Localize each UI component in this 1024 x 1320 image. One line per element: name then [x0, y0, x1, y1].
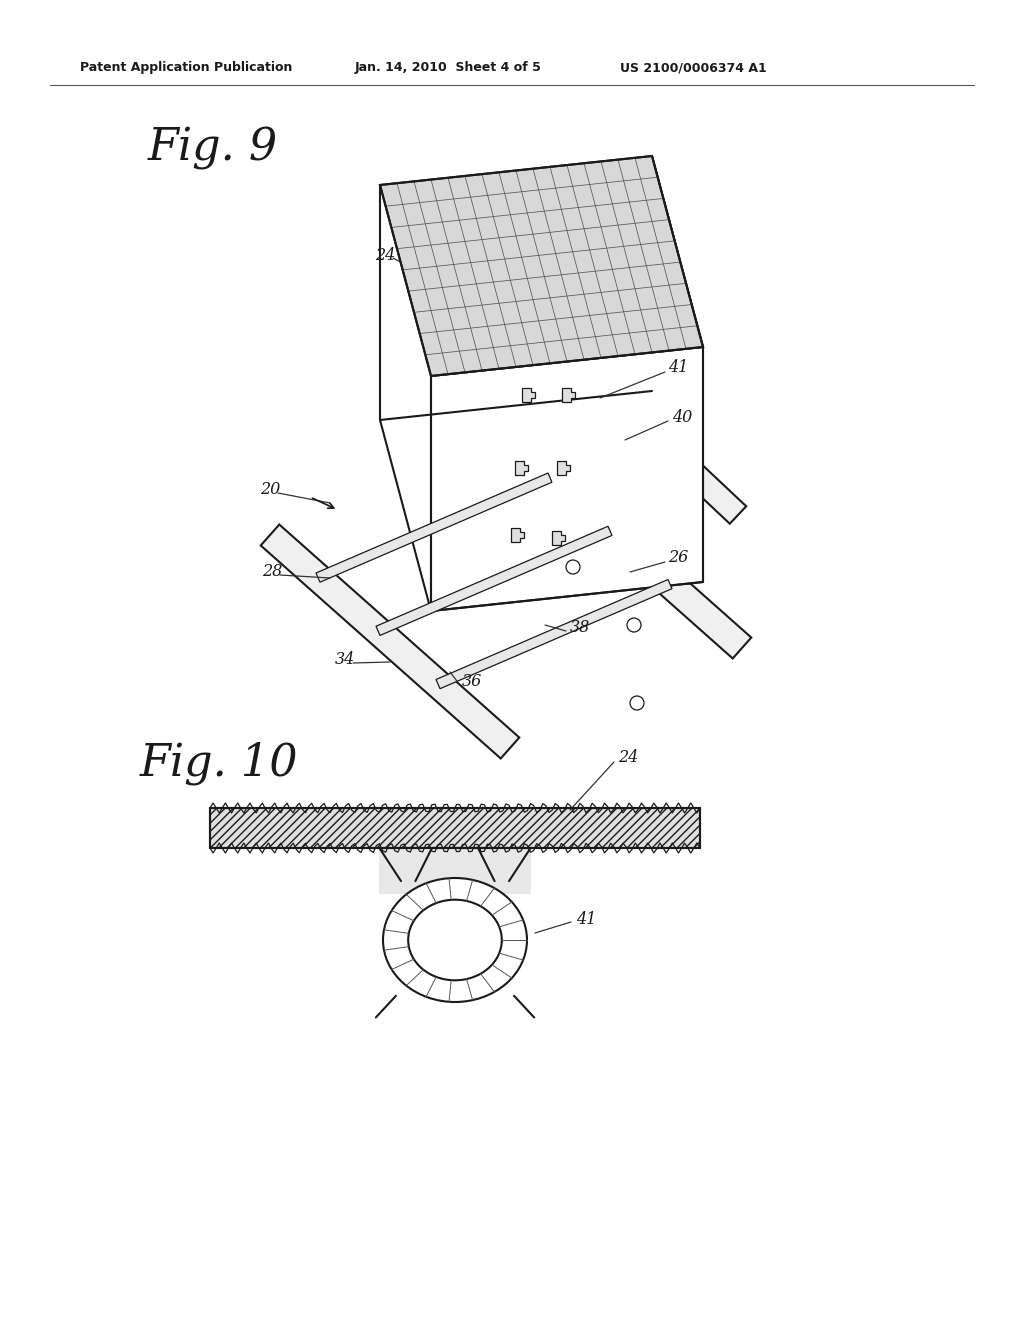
Polygon shape	[401, 875, 416, 887]
Circle shape	[566, 560, 580, 574]
Polygon shape	[316, 473, 552, 582]
Text: Patent Application Publication: Patent Application Publication	[80, 62, 293, 74]
Text: 41: 41	[575, 912, 596, 928]
Polygon shape	[376, 527, 612, 635]
Polygon shape	[522, 388, 535, 403]
Text: Jan. 14, 2010  Sheet 4 of 5: Jan. 14, 2010 Sheet 4 of 5	[355, 62, 542, 74]
Polygon shape	[210, 808, 700, 847]
Polygon shape	[552, 531, 565, 545]
Text: 28: 28	[262, 564, 283, 581]
Circle shape	[630, 696, 644, 710]
Polygon shape	[380, 847, 530, 894]
Ellipse shape	[383, 878, 527, 1002]
Ellipse shape	[409, 900, 502, 981]
Polygon shape	[562, 388, 575, 403]
Circle shape	[627, 618, 641, 632]
Polygon shape	[511, 528, 524, 543]
Text: 38: 38	[570, 619, 590, 636]
Polygon shape	[493, 425, 752, 659]
Text: 41: 41	[668, 359, 688, 376]
Text: Fig. 9: Fig. 9	[148, 127, 279, 169]
Polygon shape	[652, 156, 703, 582]
Text: 40: 40	[672, 409, 692, 426]
Polygon shape	[560, 346, 746, 524]
Polygon shape	[431, 347, 703, 611]
Text: Fig. 10: Fig. 10	[140, 742, 299, 785]
Polygon shape	[380, 156, 703, 376]
Text: US 2100/0006374 A1: US 2100/0006374 A1	[620, 62, 767, 74]
Text: 34: 34	[335, 652, 355, 668]
Polygon shape	[436, 579, 672, 689]
Text: 24: 24	[618, 750, 638, 767]
Polygon shape	[515, 461, 528, 475]
Polygon shape	[261, 524, 519, 759]
Text: 24: 24	[375, 247, 395, 264]
Polygon shape	[557, 461, 570, 475]
Text: 26: 26	[668, 549, 688, 566]
Text: 20: 20	[260, 482, 281, 499]
Text: 36: 36	[462, 673, 482, 690]
